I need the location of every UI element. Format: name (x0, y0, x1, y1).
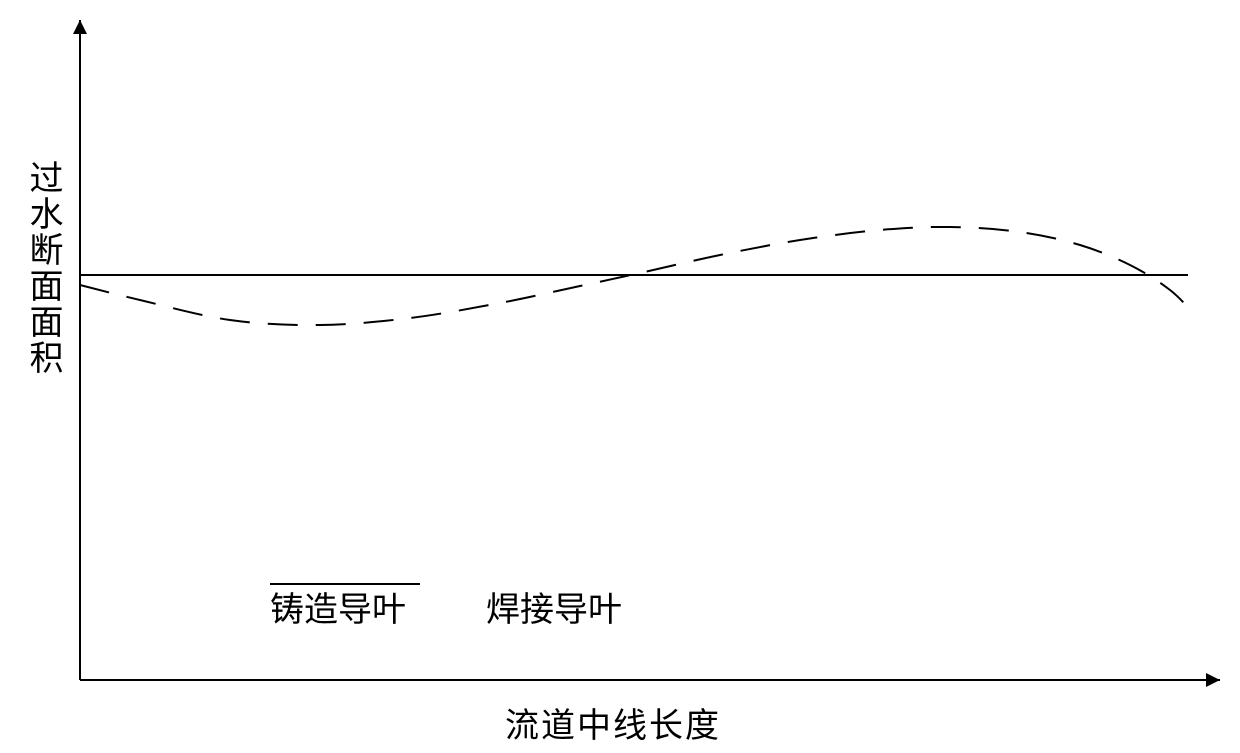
legend-item: 铸造导叶 (270, 582, 406, 631)
legend-label: 焊接导叶 (486, 582, 622, 631)
legend-label: 铸造导叶 (270, 582, 406, 631)
legend: 铸造导叶 焊接导叶 (270, 582, 622, 631)
legend-line-icon (270, 582, 420, 586)
chart-svg (0, 0, 1240, 753)
y-axis-label: 过水断面面积 (18, 160, 67, 376)
x-axis-label: 流道中线长度 (505, 698, 721, 747)
chart-container: 过水断面面积 流道中线长度 铸造导叶 焊接导叶 (0, 0, 1240, 753)
legend-item: 焊接导叶 (486, 582, 622, 631)
